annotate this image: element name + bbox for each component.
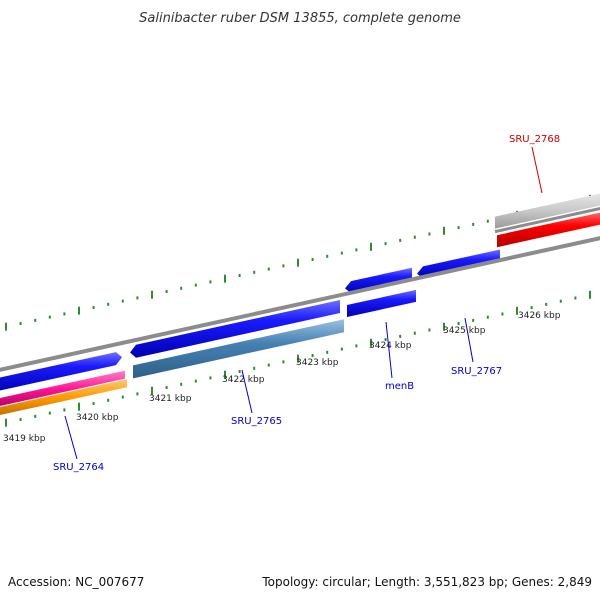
callout-line <box>241 369 253 414</box>
gene-bar-pink[interactable] <box>0 370 125 409</box>
gene-label-sru-2764[interactable]: SRU_2764 <box>53 462 104 473</box>
gene-bar-steel[interactable] <box>133 319 344 379</box>
gene-arrow[interactable] <box>347 289 416 317</box>
callout-line <box>531 146 543 194</box>
lower-tick-marks <box>5 290 591 427</box>
kbp-label: 3421 kbp <box>149 394 192 404</box>
kbp-labels: 3419 kbp 3420 kbp 3421 kbp 3422 kbp 3423… <box>3 311 561 444</box>
feature-rail <box>494 207 600 234</box>
gene-label-sru-2765[interactable]: SRU_2765 <box>231 416 282 427</box>
kbp-label: 3419 kbp <box>3 434 46 444</box>
callout-line <box>464 317 474 363</box>
callout-line <box>64 415 78 460</box>
gene-label-sru-2768[interactable]: SRU_2768 <box>509 134 560 145</box>
gene-arrow[interactable] <box>130 300 340 358</box>
accession-text: Accession: NC_007677 <box>8 575 144 589</box>
gene-bar-red[interactable] <box>497 212 600 248</box>
gene-arrow[interactable] <box>345 267 412 294</box>
gene-bar-grey[interactable] <box>495 193 600 229</box>
kbp-label: 3425 kbp <box>443 326 486 336</box>
backbone-line <box>0 236 600 372</box>
map-title: Salinibacter ruber DSM 13855, complete g… <box>139 11 461 26</box>
kbp-label: 3422 kbp <box>222 375 265 385</box>
kbp-label: 3420 kbp <box>76 413 119 423</box>
genome-summary-text: Topology: circular; Length: 3,551,823 bp… <box>261 575 592 589</box>
gene-label-sru-2767[interactable]: SRU_2767 <box>451 366 502 377</box>
gene-label-menb[interactable]: menB <box>385 381 414 392</box>
kbp-label: 3424 kbp <box>369 341 412 351</box>
kbp-label: 3423 kbp <box>296 358 339 368</box>
kbp-label: 3426 kbp <box>518 311 561 321</box>
gene-arrow[interactable] <box>417 249 500 279</box>
feature-tracks <box>0 193 600 417</box>
callout-line <box>385 321 393 379</box>
gene-arrow[interactable] <box>0 352 122 393</box>
gene-bar-orange[interactable] <box>0 379 127 417</box>
gene-callouts: SRU_2764 SRU_2765 menB SRU_2767 SRU_2768 <box>53 134 560 473</box>
